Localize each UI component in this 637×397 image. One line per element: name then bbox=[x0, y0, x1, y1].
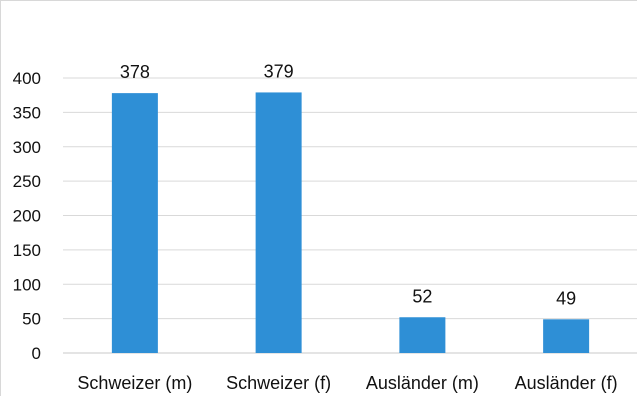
bars bbox=[111, 92, 590, 353]
y-tick-label: 100 bbox=[13, 275, 41, 294]
y-tick-label: 150 bbox=[13, 241, 41, 260]
data-label: 49 bbox=[556, 288, 576, 308]
data-label: 379 bbox=[264, 61, 294, 81]
category-label: Schweizer (f) bbox=[226, 373, 331, 393]
gridlines bbox=[63, 77, 637, 354]
y-tick-label: 250 bbox=[13, 172, 41, 191]
category-label: Schweizer (m) bbox=[77, 373, 192, 393]
data-label: 52 bbox=[412, 286, 432, 306]
bar-2 bbox=[255, 92, 302, 353]
bar-3 bbox=[399, 317, 446, 353]
y-tick-label: 300 bbox=[13, 138, 41, 157]
data-label: 378 bbox=[120, 62, 150, 82]
bar-1 bbox=[111, 93, 158, 353]
category-label: Ausländer (m) bbox=[366, 373, 479, 393]
bar-4 bbox=[543, 319, 590, 353]
y-tick-label: 200 bbox=[13, 207, 41, 226]
category-label: Ausländer (f) bbox=[515, 373, 618, 393]
y-tick-label: 50 bbox=[22, 310, 41, 329]
y-tick-label: 0 bbox=[32, 344, 41, 363]
y-tick-label: 350 bbox=[13, 103, 41, 122]
y-tick-label: 400 bbox=[13, 69, 41, 88]
x-axis-category-labels: Schweizer (m) Schweizer (f) Ausländer (m) A… bbox=[77, 373, 617, 393]
y-axis-tick-labels: 0 50 100 150 200 250 300 350 400 bbox=[13, 69, 41, 363]
data-labels: 378 379 52 49 bbox=[120, 61, 576, 308]
